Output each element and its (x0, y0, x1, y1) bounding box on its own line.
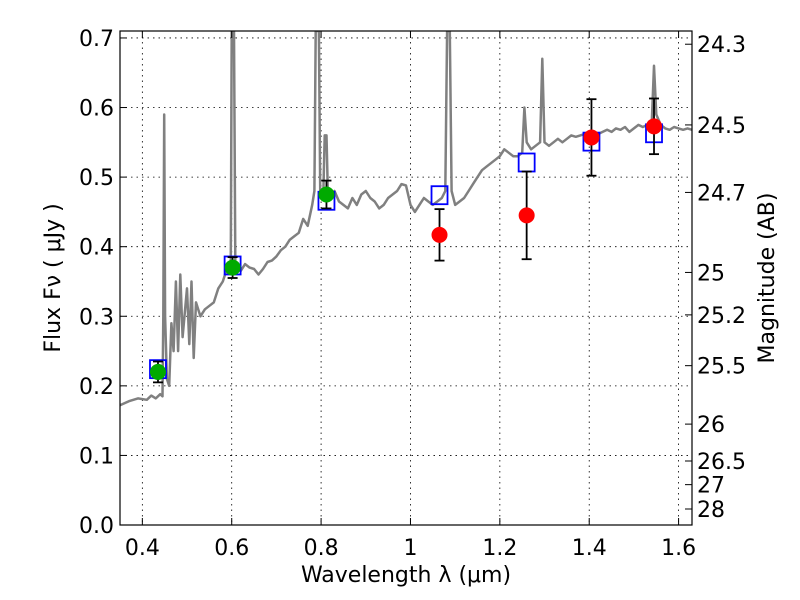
y-tick-label: 0.4 (79, 236, 114, 261)
observed-data-point (431, 226, 448, 243)
y-tick-label: 0.1 (79, 444, 114, 469)
right-tick-label: 28 (697, 498, 725, 523)
spectrum-series (120, 31, 692, 407)
observed-data-point (518, 207, 535, 224)
right-tick-label: 26 (697, 413, 725, 438)
right-tick-label: 25.2 (697, 304, 746, 329)
x-axis-label: Wavelength λ (μm) (301, 563, 511, 588)
photometry-markers (149, 97, 663, 384)
observed-data-point (149, 363, 166, 380)
x-tick-label: 1.4 (572, 536, 607, 561)
y-tick-label: 0.5 (79, 166, 114, 191)
y-tick-label: 0.3 (79, 305, 114, 330)
right-tick-label: 25.5 (697, 355, 746, 380)
y-tick-label: 0.0 (79, 514, 114, 539)
y-tick-label: 0.2 (79, 375, 114, 400)
observed-data-point (583, 129, 600, 146)
observed-data-point (318, 186, 335, 203)
right-tick-label: 27 (697, 474, 725, 499)
x-tick-label: 0.6 (214, 536, 249, 561)
x-tick-label: 1 (403, 536, 417, 561)
grid-lines (120, 31, 692, 526)
x-tick-label: 1.2 (482, 536, 517, 561)
right-tick-label: 24.3 (697, 33, 746, 58)
y-axis-label: Flux Fν ( μJy ) (41, 203, 66, 352)
right-tick-label: 25 (697, 261, 725, 286)
plot-frame (119, 30, 693, 526)
observed-data-point (646, 118, 663, 135)
x-tick-label: 1.6 (661, 536, 696, 561)
model-square-marker (430, 185, 449, 206)
right-tick-label: 26.5 (697, 450, 746, 475)
spectrum-line (120, 31, 692, 407)
model-square-marker (517, 152, 536, 173)
axis-ticks: 0.4 0.6 0.8 1 1.2 1.4 1.6 0.0 0.1 0.2 0.3 0.4 0.5 0.6… (79, 27, 746, 561)
y-tick-label: 0.6 (79, 97, 114, 122)
observed-data-point (224, 259, 241, 276)
right-tick-label: 24.7 (697, 181, 746, 206)
y-tick-label: 0.7 (79, 27, 114, 52)
x-tick-label: 0.8 (304, 536, 339, 561)
right-axis-label: Magnitude (AB) (755, 193, 780, 364)
right-tick-label: 24.5 (697, 114, 746, 139)
x-tick-label: 0.4 (125, 536, 160, 561)
